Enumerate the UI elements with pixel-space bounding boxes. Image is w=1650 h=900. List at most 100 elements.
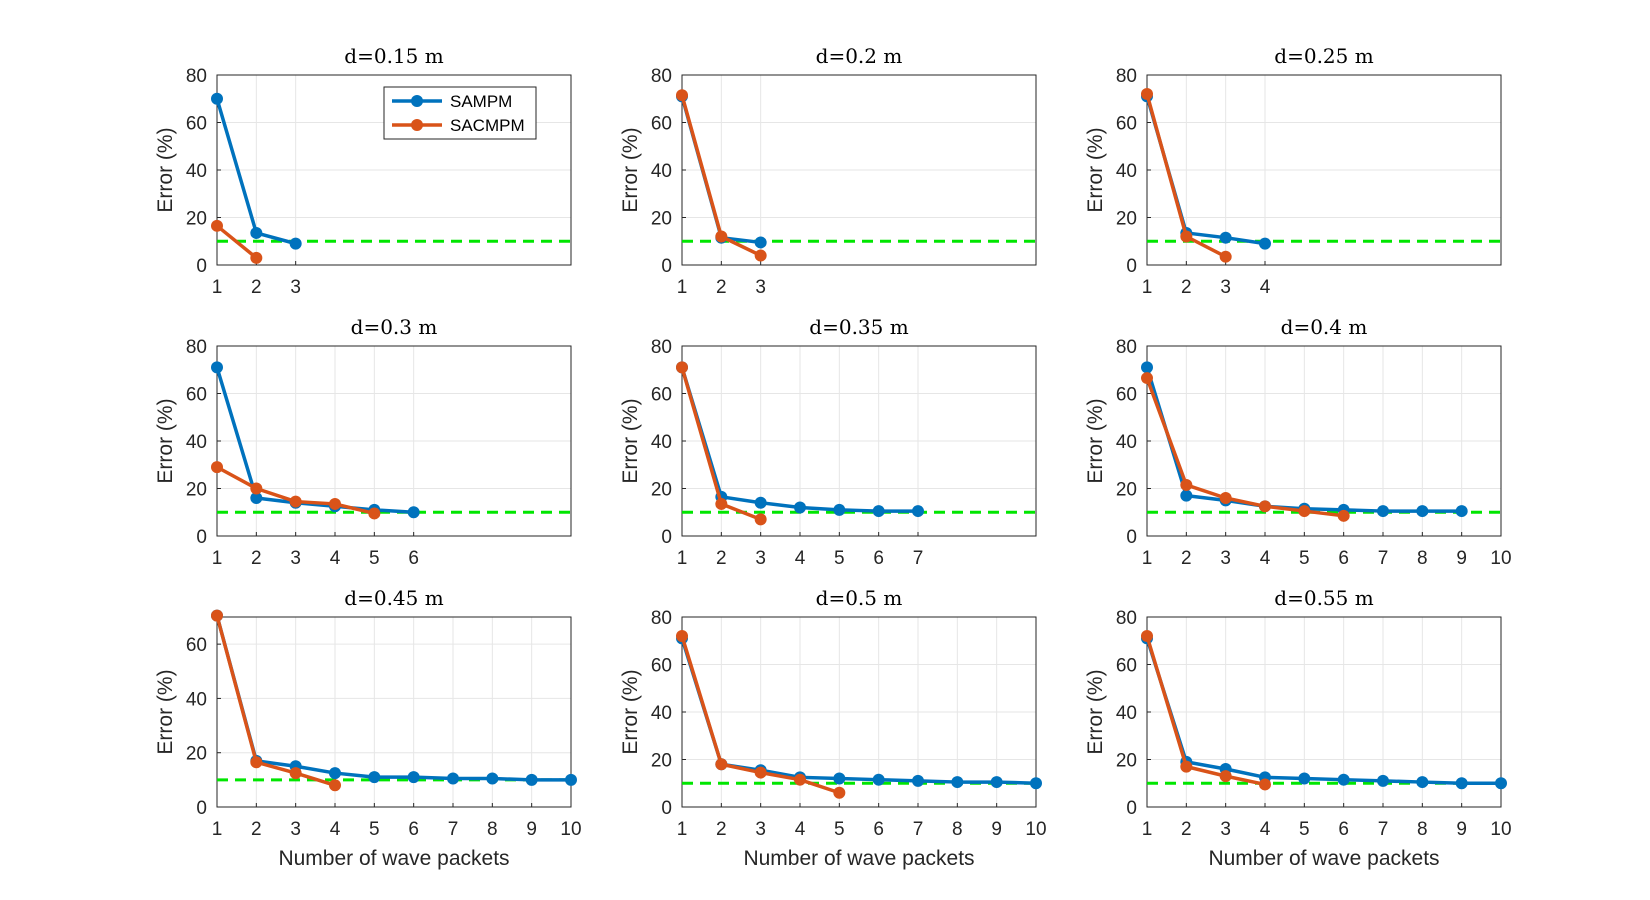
x-tick-label: 3 (1220, 819, 1231, 840)
series-line (1145, 635, 1266, 787)
y-tick-label: 40 (186, 689, 207, 710)
data-point (951, 776, 964, 789)
x-tick-label: 10 (1025, 819, 1046, 840)
x-tick-label: 3 (290, 548, 301, 569)
y-axis-label: Error (%) (154, 669, 177, 754)
x-tick-label: 1 (1142, 277, 1153, 298)
y-tick-label: 20 (186, 480, 207, 501)
y-tick-label: 20 (651, 480, 672, 501)
y-tick-label: 40 (651, 161, 672, 182)
y-tick-label: 80 (651, 608, 672, 629)
subplot-panel: 1 2 3 4 5 6 7 0 20 40 60 80 d=0.35 m Error (%) (619, 315, 1037, 569)
data-point (250, 492, 263, 504)
x-tick-label: 5 (1299, 548, 1310, 569)
x-tick-label: 1 (212, 819, 223, 840)
data-point (715, 758, 728, 771)
data-point (872, 505, 885, 518)
data-point (211, 609, 223, 622)
data-point (289, 237, 302, 250)
subplot-panel: 1 2 3 0 20 40 60 80 d=0.2 m Error (%) (619, 44, 1037, 298)
y-tick-label: 80 (186, 337, 207, 358)
y-tick-label: 0 (661, 527, 672, 548)
series-line (1145, 637, 1501, 785)
y-tick-label: 20 (1116, 751, 1137, 772)
y-axis-label: Error (%) (1084, 127, 1107, 212)
legend-box (383, 86, 537, 140)
x-tick-label: 7 (1378, 548, 1389, 569)
y-axis-label: Error (%) (1084, 398, 1107, 483)
data-point (368, 771, 381, 784)
panel-title: d=0.4 m (1281, 315, 1368, 339)
data-point (250, 482, 263, 495)
y-tick-label: 0 (661, 798, 672, 819)
x-axis-label: Number of wave packets (1208, 847, 1439, 870)
y-tick-label: 20 (186, 209, 207, 230)
data-point (1337, 773, 1350, 786)
data-point (250, 251, 263, 264)
x-tick-label: 4 (1260, 819, 1271, 840)
data-point (872, 773, 885, 786)
x-tick-label: 4 (795, 548, 806, 569)
data-point (211, 92, 223, 105)
x-tick-label: 3 (1220, 277, 1231, 298)
data-point (676, 89, 688, 102)
y-tick-label: 80 (1116, 337, 1137, 358)
legend-label: SAMPM (450, 92, 512, 111)
data-point (289, 495, 302, 508)
data-point (1298, 772, 1311, 785)
panel-title: d=0.2 m (816, 44, 903, 68)
data-point (715, 497, 728, 510)
data-point (754, 236, 767, 249)
data-point (754, 249, 767, 262)
data-point (1298, 505, 1311, 518)
legend-swatch-marker (411, 119, 423, 131)
x-tick-label: 7 (913, 819, 924, 840)
y-tick-label: 80 (651, 66, 672, 87)
x-tick-label: 10 (1490, 548, 1511, 569)
y-axis-label: Error (%) (619, 398, 642, 483)
x-axis-label: Number of wave packets (743, 847, 974, 870)
data-point (715, 230, 728, 243)
x-tick-label: 9 (991, 819, 1002, 840)
x-tick-label: 7 (913, 548, 924, 569)
data-point (1030, 777, 1042, 790)
y-tick-label: 0 (196, 256, 207, 277)
data-point (1141, 88, 1153, 100)
subplot-panel: 1 2 3 4 5 6 7 8 9 10 0 20 40 60 80 d=0.55 m Error (%) Num… (1084, 586, 1512, 870)
data-point (525, 773, 538, 786)
x-tick-label: 5 (834, 819, 845, 840)
x-tick-label: 9 (526, 819, 537, 840)
y-tick-label: 40 (186, 432, 207, 453)
legend-label: SACMPM (450, 116, 525, 135)
data-point (833, 503, 846, 516)
series-line (215, 366, 414, 514)
x-tick-label: 1 (1142, 548, 1153, 569)
y-tick-label: 20 (651, 751, 672, 772)
y-tick-label: 60 (651, 114, 672, 135)
y-tick-label: 0 (1126, 798, 1137, 819)
x-tick-label: 3 (1220, 548, 1231, 569)
panel-title: d=0.55 m (1274, 586, 1373, 610)
x-tick-label: 1 (677, 548, 688, 569)
x-tick-label: 4 (795, 819, 806, 840)
y-tick-label: 0 (196, 798, 207, 819)
data-point (250, 756, 263, 769)
y-tick-label: 80 (186, 66, 207, 87)
data-point (1259, 500, 1271, 513)
legend-swatch-marker (411, 95, 423, 107)
y-tick-label: 0 (196, 527, 207, 548)
x-tick-label: 3 (290, 819, 301, 840)
data-point (1141, 372, 1153, 385)
x-tick-label: 6 (1338, 548, 1349, 569)
panel-title: d=0.25 m (1274, 44, 1373, 68)
data-point (1416, 776, 1429, 789)
data-point (1259, 237, 1271, 250)
y-tick-label: 60 (1116, 656, 1137, 677)
data-point (329, 767, 341, 780)
x-tick-label: 6 (408, 819, 419, 840)
y-tick-label: 20 (651, 209, 672, 230)
data-point (1219, 250, 1232, 263)
x-tick-label: 3 (755, 277, 766, 298)
series-line (680, 637, 1037, 785)
